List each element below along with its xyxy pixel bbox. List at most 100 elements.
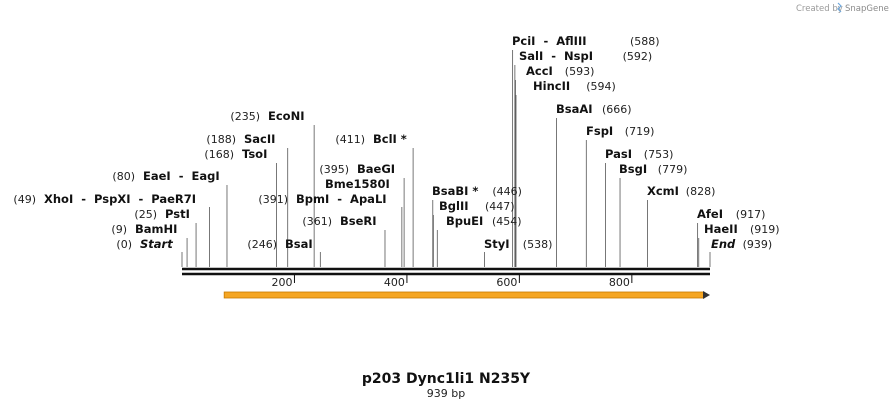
site-position: (168): [204, 148, 234, 161]
site-name[interactable]: BsaBI *: [432, 184, 478, 198]
site-position: (246): [247, 238, 277, 251]
site-position: (593): [565, 65, 595, 78]
site-name[interactable]: BsgI: [619, 162, 647, 176]
site-label[interactable]: EcoNI (235): [230, 109, 304, 123]
site-name[interactable]: BamHI: [135, 222, 177, 236]
site-label[interactable]: TsoI (168): [204, 147, 267, 161]
site-labels: Start (0)BamHI (9) PstI (25) XhoI - PspXI - P…: [13, 34, 779, 251]
feature-arrow-body[interactable]: [223, 291, 705, 299]
site-name[interactable]: End: [711, 237, 736, 251]
site-name[interactable]: BaeGI: [357, 162, 395, 176]
site-name[interactable]: BsaI: [285, 237, 313, 251]
site-name[interactable]: BpuEI: [446, 214, 483, 228]
tick-label: 400: [384, 276, 405, 289]
site-position: (719): [625, 125, 655, 138]
site-name[interactable]: FspI: [586, 124, 613, 138]
site-label[interactable]: BglII (447): [439, 199, 515, 213]
snapgene-logo-icon: [837, 2, 842, 13]
feature-arrow-head[interactable]: [703, 291, 710, 299]
site-name[interactable]: Bme1580I: [325, 177, 390, 191]
site-name[interactable]: PstI: [165, 207, 190, 221]
site-label[interactable]: Bme1580I: [325, 177, 390, 191]
site-position: (361): [302, 215, 332, 228]
site-label[interactable]: PciI - AflIII (588): [512, 34, 660, 48]
site-name[interactable]: BglII: [439, 199, 469, 213]
site-label[interactable]: BsaAI (666): [556, 102, 632, 116]
site-name[interactable]: BsaAI: [556, 102, 593, 116]
site-position: (395): [319, 163, 349, 176]
site-label[interactable]: AccI (593): [526, 64, 594, 78]
site-label[interactable]: BpmI - ApaLI (391): [258, 192, 386, 206]
site-name[interactable]: Start: [140, 237, 173, 251]
site-position: (235): [230, 110, 260, 123]
site-name[interactable]: BclI *: [373, 132, 407, 146]
site-position: (592): [623, 50, 653, 63]
site-name[interactable]: PciI - AflIII: [512, 34, 587, 48]
site-label[interactable]: BpuEI (454): [446, 214, 522, 228]
site-position: (666): [602, 103, 632, 116]
map-title: p203 Dync1li1 N235Y: [362, 371, 531, 387]
site-label[interactable]: XhoI - PspXI - PaeR7I (49): [13, 192, 196, 206]
site-position: (391): [258, 193, 288, 206]
site-position: (828): [686, 185, 716, 198]
site-position: (188): [206, 133, 236, 146]
feature-arrow[interactable]: [223, 291, 710, 299]
tick-label: 800: [609, 276, 630, 289]
sequence-backbone: [182, 267, 710, 276]
site-name[interactable]: StyI: [484, 237, 510, 251]
site-label[interactable]: EaeI - EagI (80): [112, 169, 219, 183]
site-position: (919): [750, 223, 780, 236]
site-name[interactable]: XcmI: [647, 184, 679, 198]
site-label[interactable]: BclI * (411): [335, 132, 406, 146]
site-label[interactable]: HaeII (919): [704, 222, 780, 236]
site-label[interactable]: BseRI (361): [302, 214, 376, 228]
site-position: (588): [630, 35, 660, 48]
site-name[interactable]: BseRI: [340, 214, 377, 228]
site-name[interactable]: EaeI - EagI: [143, 169, 220, 183]
site-name[interactable]: XhoI - PspXI - PaeR7I: [44, 192, 196, 206]
site-name[interactable]: PasI: [605, 147, 632, 161]
site-name[interactable]: SalI - NspI: [519, 49, 593, 63]
site-position: (9): [111, 223, 127, 236]
site-position: (447): [485, 200, 515, 213]
ruler-ticks: 200 400 600 800: [271, 275, 633, 289]
site-position: (939): [743, 238, 773, 251]
site-label[interactable]: HincII (594): [533, 79, 616, 93]
tick-label: 200: [271, 276, 292, 289]
site-position: (49): [13, 193, 36, 206]
site-position: (594): [586, 80, 616, 93]
site-position: (25): [134, 208, 157, 221]
site-label[interactable]: PstI (25): [134, 207, 189, 221]
site-name[interactable]: HaeII: [704, 222, 738, 236]
site-label[interactable]: StyI (538): [484, 237, 552, 251]
site-position: (753): [644, 148, 674, 161]
site-label[interactable]: BsaI (246): [247, 237, 312, 251]
site-name[interactable]: HincII: [533, 79, 570, 93]
site-name[interactable]: SacII: [244, 132, 275, 146]
site-label[interactable]: BamHI (9): [111, 222, 177, 236]
site-position: (454): [492, 215, 522, 228]
site-label[interactable]: XcmI (828): [647, 184, 715, 198]
site-label[interactable]: BsaBI * (446): [432, 184, 522, 198]
site-position: (779): [658, 163, 688, 176]
site-label[interactable]: FspI (719): [586, 124, 654, 138]
site-position: (80): [112, 170, 135, 183]
site-label[interactable]: End (939): [711, 237, 772, 251]
site-label[interactable]: SalI - NspI (592): [519, 49, 652, 63]
site-label[interactable]: Start (0): [116, 237, 173, 251]
site-name[interactable]: EcoNI: [268, 109, 304, 123]
site-label[interactable]: SacII (188): [206, 132, 275, 146]
site-label[interactable]: PasI (753): [605, 147, 673, 161]
site-name[interactable]: AfeI: [697, 207, 723, 221]
site-position: (917): [736, 208, 766, 221]
site-label[interactable]: BaeGI (395): [319, 162, 395, 176]
credit-text: Created by: [796, 4, 843, 14]
tick-label: 600: [496, 276, 517, 289]
site-label[interactable]: BsgI (779): [619, 162, 687, 176]
site-position: (0): [116, 238, 132, 251]
site-name[interactable]: AccI: [526, 64, 553, 78]
site-name[interactable]: TsoI: [242, 147, 267, 161]
site-label[interactable]: AfeI (917): [697, 207, 765, 221]
site-name[interactable]: BpmI - ApaLI: [296, 192, 387, 206]
